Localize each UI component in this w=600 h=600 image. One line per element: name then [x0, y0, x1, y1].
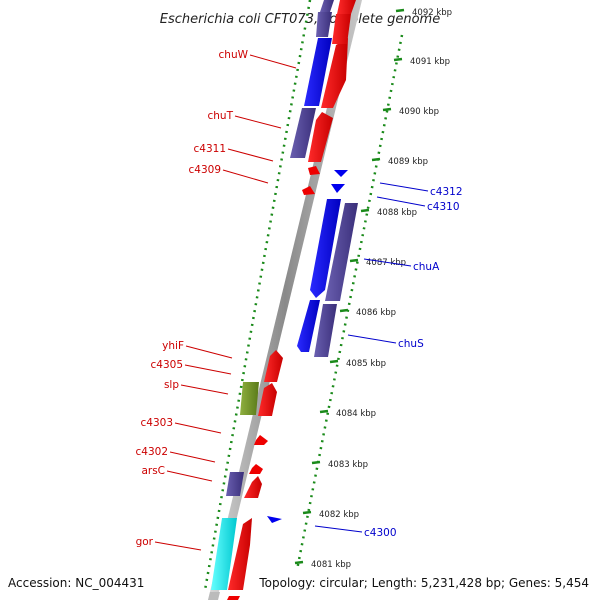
gene-label-chuA[interactable]: chuA [413, 261, 440, 273]
gene-arsC-cog[interactable] [226, 472, 244, 496]
gene-label-leader [314, 525, 363, 533]
gene-label-c4305[interactable]: c4305 [151, 359, 184, 371]
gene-c4300[interactable] [267, 516, 282, 523]
gene-bottom-partial-red[interactable] [227, 596, 240, 600]
ruler-tick-label: 4084 kbp [336, 409, 376, 419]
gene-purple-top[interactable] [316, 12, 332, 37]
gene-label-c4311[interactable]: c4311 [194, 143, 227, 155]
gene-label-yhiF[interactable]: yhiF [162, 340, 184, 352]
gene-top-partial-purple[interactable] [320, 0, 334, 12]
forward-gene-labels: chuW chuT c4311 c4309 yhiF c4305 slp c4303 c4302… [136, 49, 297, 551]
gene-label-chuW[interactable]: chuW [219, 49, 249, 61]
ruler-tick-label: 4085 kbp [346, 359, 386, 369]
ruler-tick-mark [371, 157, 381, 162]
gene-chuA[interactable] [310, 199, 341, 298]
ruler-tick-mark [349, 258, 359, 263]
gene-chuT[interactable] [308, 112, 333, 162]
ruler-tick-mark [302, 510, 312, 515]
gene-label-c4300[interactable]: c4300 [364, 527, 397, 539]
map-title: Escherichia coli CFT073, complete genome [160, 12, 440, 27]
gene-yhiF[interactable] [264, 350, 283, 382]
ruler-tick-label: 4091 kbp [410, 57, 450, 67]
gene-label-c4312[interactable]: c4312 [430, 186, 463, 198]
ruler-tick-mark [311, 460, 321, 465]
topology-label: Topology: circular; Length: 5,231,428 bp… [258, 576, 589, 590]
gene-label-chuS[interactable]: chuS [398, 338, 424, 350]
gene-gor[interactable] [228, 518, 252, 590]
gene-gor-cog[interactable] [211, 518, 237, 590]
gene-label-leader [379, 182, 429, 192]
ruler-tick-label: 4087 kbp [366, 258, 406, 268]
gene-c4310[interactable] [331, 184, 345, 193]
ruler-tick-mark [360, 208, 370, 213]
gene-label-leader [184, 364, 232, 375]
gene-label-chuT[interactable]: chuT [208, 110, 234, 122]
gene-chuW[interactable] [321, 38, 348, 108]
ruler-tick-label: 4081 kbp [311, 560, 351, 570]
gene-arsC[interactable] [244, 476, 262, 498]
gene-c4312[interactable] [334, 170, 348, 177]
gene-blue-block-1[interactable] [304, 38, 332, 106]
gene-purple-chuT[interactable] [290, 108, 316, 158]
gene-purple-chuS[interactable] [314, 304, 337, 357]
gene-label-leader [222, 169, 269, 184]
ruler-line-left [203, 0, 312, 591]
gene-c4302[interactable] [249, 464, 263, 474]
ruler-tick-label: 4082 kbp [319, 510, 359, 520]
ruler-tick-label: 4092 kbp [412, 8, 452, 18]
gene-label-arsC[interactable]: arsC [141, 465, 165, 477]
ruler-tick-label: 4083 kbp [328, 460, 368, 470]
gene-label-leader [169, 451, 216, 463]
ruler-tick-mark [339, 308, 349, 313]
ruler-tick-mark [382, 107, 392, 112]
gene-label-leader [376, 196, 426, 207]
gene-slp-cog[interactable] [240, 382, 259, 415]
gene-c4303[interactable] [254, 435, 268, 445]
gene-label-slp[interactable]: slp [164, 379, 179, 391]
ruler-tick-mark [294, 560, 304, 565]
ruler-tick-mark [393, 57, 403, 62]
gene-top-partial-red[interactable] [337, 0, 356, 14]
gene-slp[interactable] [258, 383, 277, 416]
gene-label-c4310[interactable]: c4310 [427, 201, 460, 213]
gene-label-c4309[interactable]: c4309 [189, 164, 222, 176]
accession-label: Accession: NC_004431 [8, 576, 144, 590]
gene-label-leader [180, 384, 229, 395]
gene-bottom-partial-gray [208, 592, 220, 600]
ruler-tick-mark [319, 409, 329, 414]
gene-label-c4303[interactable]: c4303 [141, 417, 174, 429]
gene-c4311[interactable] [308, 166, 320, 175]
gene-label-leader [154, 541, 202, 551]
ruler-tick-label: 4089 kbp [388, 157, 428, 167]
gene-c4309[interactable] [302, 186, 315, 195]
ruler-tick-label: 4088 kbp [377, 208, 417, 218]
gene-label-leader [249, 54, 297, 69]
gene-label-leader [185, 345, 233, 359]
gene-label-leader [174, 422, 222, 434]
gene-label-leader [363, 258, 412, 267]
gene-label-leader [234, 115, 282, 129]
ruler-tick-label: 4090 kbp [399, 107, 439, 117]
gene-label-leader [166, 470, 213, 482]
gene-purple-chuA[interactable] [325, 203, 358, 301]
reverse-gene-labels: c4312 c4310 chuA chuS c4300 [314, 182, 463, 539]
ruler-ticks: 4092 kbp 4091 kbp 4090 kbp 4089 kbp 4088 kbp… [294, 8, 452, 570]
gene-red-top[interactable] [332, 14, 351, 44]
gene-label-c4302[interactable]: c4302 [136, 446, 169, 458]
gene-label-leader [227, 148, 274, 162]
ruler-tick-mark [395, 8, 405, 13]
gene-chuS[interactable] [297, 300, 320, 352]
gene-label-gor[interactable]: gor [136, 536, 154, 548]
gene-label-leader [347, 334, 397, 344]
ruler-tick-mark [329, 359, 339, 364]
ruler-tick-label: 4086 kbp [356, 308, 396, 318]
